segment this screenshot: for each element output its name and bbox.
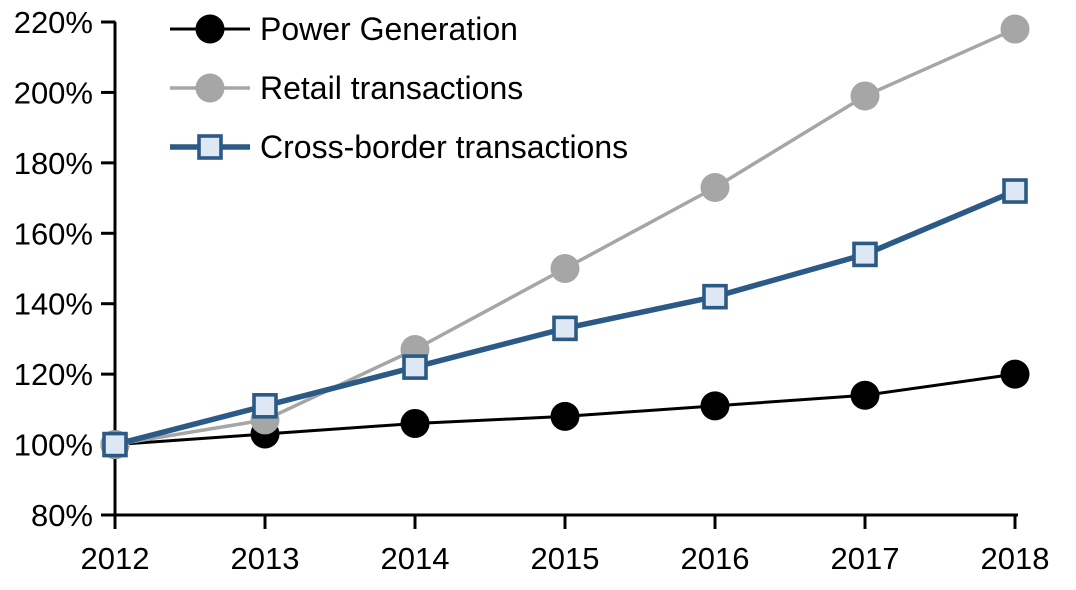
y-tick-label: 100% [14, 428, 93, 463]
data-point-marker-square [197, 134, 223, 160]
x-tick-label: 2016 [681, 541, 750, 576]
data-point-marker-circle [1000, 359, 1030, 389]
data-point-marker-circle [700, 173, 730, 203]
data-point-marker-square [252, 393, 278, 419]
data-point-marker-square [1002, 178, 1028, 204]
y-tick-label: 180% [14, 146, 93, 181]
x-tick-label: 2018 [981, 541, 1050, 576]
data-point-marker-circle [195, 73, 225, 103]
data-point-marker-circle [1000, 14, 1030, 44]
series-power-generation [100, 359, 1030, 460]
legend-item-cross-border-transactions: Cross-border transactions [170, 129, 628, 165]
data-point-marker-square [402, 354, 428, 380]
y-tick-label: 200% [14, 75, 93, 110]
y-tick-label: 120% [14, 357, 93, 392]
data-point-marker-circle [850, 81, 880, 111]
y-tick-label: 80% [31, 498, 93, 533]
data-point-marker-circle [400, 408, 430, 438]
x-tick-label: 2017 [831, 541, 900, 576]
series-line-retail-transactions [114, 27, 1016, 447]
data-point-marker-circle [850, 380, 880, 410]
x-tick-label: 2012 [81, 541, 150, 576]
data-point-marker-square [702, 283, 728, 310]
legend-label: Power Generation [260, 11, 518, 47]
series-cross-border-transactions [102, 178, 1028, 458]
data-point-marker-square [102, 431, 128, 458]
y-tick-label: 220% [14, 5, 93, 40]
y-tick-label: 140% [14, 287, 93, 322]
data-point-marker-circle [550, 254, 580, 283]
data-point-marker-circle [195, 14, 225, 44]
data-point-marker-square [552, 315, 578, 342]
data-point-marker-square [852, 241, 878, 268]
legend-label: Cross-border transactions [260, 129, 628, 165]
y-tick-label: 160% [14, 216, 93, 251]
x-tick-label: 2013 [231, 541, 300, 576]
x-tick-label: 2015 [531, 541, 600, 576]
legend-item-power-generation: Power Generation [170, 11, 518, 47]
data-point-marker-circle [550, 401, 580, 431]
x-tick-label: 2014 [381, 541, 450, 576]
legend-item-retail-transactions: Retail transactions [170, 70, 523, 106]
legend: Power Generation Retail transactions Cross… [170, 11, 628, 165]
data-point-marker-circle [700, 391, 730, 421]
legend-label: Retail transactions [260, 70, 523, 106]
